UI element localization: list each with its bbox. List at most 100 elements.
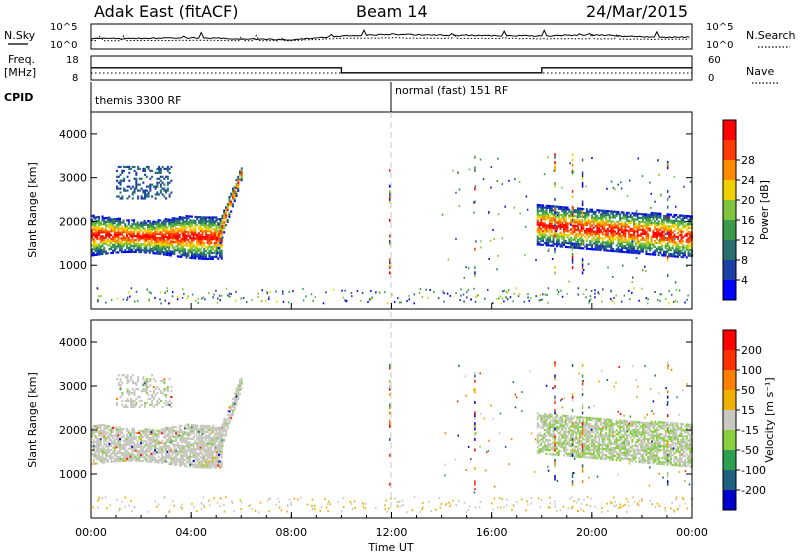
ground-cell bbox=[275, 291, 277, 293]
data-cell bbox=[172, 428, 174, 430]
data-cell bbox=[234, 393, 236, 395]
data-cell bbox=[553, 213, 555, 215]
streak-cell bbox=[389, 261, 391, 264]
data-cell bbox=[210, 457, 212, 459]
data-cell bbox=[549, 431, 551, 433]
data-cell bbox=[158, 388, 160, 390]
data-cell bbox=[138, 231, 140, 233]
data-cell bbox=[216, 461, 218, 463]
data-cell bbox=[546, 213, 548, 215]
data-cell bbox=[589, 232, 591, 234]
ground-cell bbox=[527, 293, 529, 295]
data-cell bbox=[131, 450, 133, 452]
data-cell bbox=[193, 249, 195, 251]
data-cell bbox=[644, 215, 646, 217]
data-cell bbox=[598, 247, 600, 249]
data-cell bbox=[651, 243, 653, 245]
data-cell bbox=[549, 225, 551, 227]
data-cell bbox=[203, 433, 205, 435]
data-cell bbox=[117, 245, 119, 247]
data-cell bbox=[198, 257, 200, 259]
data-cell bbox=[193, 452, 195, 454]
data-cell bbox=[616, 225, 618, 227]
data-cell bbox=[596, 221, 598, 223]
data-cell bbox=[551, 433, 553, 435]
data-cell bbox=[96, 446, 98, 448]
data-cell bbox=[175, 462, 177, 464]
data-cell bbox=[149, 449, 151, 451]
data-cell bbox=[179, 230, 181, 232]
data-cell bbox=[116, 234, 118, 236]
data-cell bbox=[544, 216, 546, 218]
data-cell bbox=[631, 230, 633, 232]
data-cell bbox=[182, 250, 184, 252]
data-cell bbox=[654, 212, 656, 214]
data-cell bbox=[182, 246, 184, 248]
data-cell bbox=[103, 459, 105, 461]
data-cell bbox=[588, 234, 590, 236]
ground-cell bbox=[131, 287, 133, 289]
data-cell bbox=[163, 450, 165, 452]
data-cell bbox=[116, 436, 118, 438]
data-cell bbox=[137, 380, 139, 382]
data-cell bbox=[612, 220, 614, 222]
data-cell bbox=[558, 206, 560, 208]
data-cell bbox=[215, 431, 217, 433]
data-cell bbox=[610, 226, 612, 228]
data-cell bbox=[170, 406, 172, 408]
data-cell bbox=[546, 234, 548, 236]
data-cell bbox=[128, 219, 130, 221]
data-cell bbox=[142, 456, 144, 458]
data-cell bbox=[630, 242, 632, 244]
data-cell bbox=[177, 446, 179, 448]
data-cell bbox=[163, 238, 165, 240]
data-cell bbox=[117, 456, 119, 458]
data-cell bbox=[570, 221, 572, 223]
data-cell bbox=[675, 242, 677, 244]
data-cell bbox=[619, 245, 621, 247]
data-cell bbox=[207, 467, 209, 469]
data-cell bbox=[210, 429, 212, 431]
data-cell bbox=[558, 212, 560, 214]
data-cell bbox=[563, 206, 565, 208]
data-cell bbox=[163, 178, 165, 180]
data-cell bbox=[579, 247, 581, 249]
data-cell bbox=[126, 241, 128, 243]
data-cell bbox=[603, 249, 605, 251]
data-cell bbox=[623, 245, 625, 247]
streak-cell bbox=[389, 271, 391, 274]
data-cell bbox=[201, 246, 203, 248]
data-cell bbox=[180, 238, 182, 240]
data-cell bbox=[186, 254, 188, 256]
data-cell bbox=[572, 217, 574, 219]
ground-cell bbox=[646, 297, 648, 299]
data-cell bbox=[672, 235, 674, 237]
data-cell bbox=[147, 448, 149, 450]
data-cell bbox=[628, 230, 630, 232]
data-cell bbox=[677, 250, 679, 252]
data-cell bbox=[230, 417, 232, 419]
data-cell bbox=[170, 439, 172, 441]
data-cell bbox=[200, 238, 202, 240]
data-cell bbox=[172, 432, 174, 434]
data-cell bbox=[144, 402, 146, 404]
data-cell bbox=[558, 452, 560, 454]
scatter-cell bbox=[617, 184, 619, 186]
data-cell bbox=[187, 245, 189, 247]
streak-cell bbox=[572, 208, 574, 211]
data-cell bbox=[546, 423, 548, 425]
scatter-cell bbox=[674, 176, 676, 178]
data-cell bbox=[686, 229, 688, 231]
date-title: 24/Mar/2015 bbox=[586, 2, 688, 21]
data-cell bbox=[542, 208, 544, 210]
data-cell bbox=[119, 446, 121, 448]
ground-cell bbox=[558, 291, 560, 293]
data-cell bbox=[203, 464, 205, 466]
ground-cell bbox=[413, 302, 415, 304]
data-cell bbox=[154, 240, 156, 242]
data-cell bbox=[193, 430, 195, 432]
data-cell bbox=[165, 230, 167, 232]
ground-cell bbox=[455, 292, 457, 294]
data-cell bbox=[180, 226, 182, 228]
data-cell bbox=[172, 430, 174, 432]
